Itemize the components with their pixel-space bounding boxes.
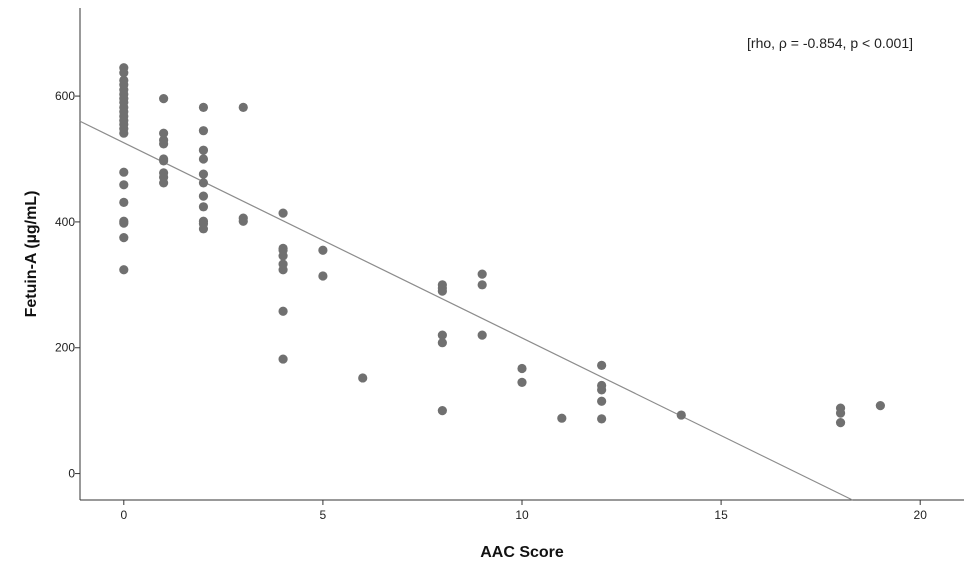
data-point — [198, 169, 209, 179]
data-point — [119, 218, 129, 228]
data-point — [318, 245, 328, 255]
data-point — [358, 373, 368, 383]
data-points — [119, 63, 885, 428]
data-point — [477, 280, 487, 290]
data-point — [159, 139, 169, 149]
data-point — [437, 406, 447, 416]
data-point — [557, 413, 567, 423]
y-tick-label: 200 — [55, 341, 75, 355]
x-tick-label: 15 — [714, 508, 728, 522]
data-point — [477, 269, 487, 279]
data-point — [278, 306, 288, 316]
data-point — [517, 363, 527, 374]
data-point — [835, 418, 846, 428]
x-axis-title: AAC Score — [480, 544, 564, 561]
correlation-annotation: [rho, ρ = -0.854, p < 0.001] — [747, 35, 913, 51]
y-tick-label: 400 — [55, 215, 75, 229]
data-point — [198, 102, 209, 113]
data-point — [198, 126, 209, 136]
data-point — [278, 354, 288, 364]
data-point — [875, 401, 885, 411]
data-point — [835, 408, 846, 418]
data-point — [159, 178, 169, 188]
data-point — [119, 167, 129, 177]
data-point — [597, 414, 607, 424]
data-point — [159, 93, 169, 104]
data-point — [198, 154, 209, 164]
data-point — [597, 385, 607, 395]
x-tick-group: 0 5 10 15 20 — [120, 500, 927, 522]
x-tick-label: 10 — [515, 508, 529, 522]
data-point — [198, 145, 209, 155]
data-point — [477, 330, 487, 340]
data-point — [676, 410, 686, 420]
data-point — [278, 208, 288, 218]
data-point — [198, 191, 209, 201]
data-point — [278, 251, 288, 261]
data-point — [119, 128, 129, 138]
x-tick-label: 0 — [120, 508, 127, 522]
y-tick-group: 0 200 400 600 — [55, 89, 80, 481]
data-point — [597, 360, 607, 370]
data-point — [119, 233, 129, 243]
regression-line — [79, 120, 853, 501]
y-axis-title: Fetuin-A (µg/mL) — [23, 191, 40, 318]
data-point — [198, 178, 209, 188]
x-tick-label: 20 — [914, 508, 928, 522]
data-point — [198, 202, 209, 212]
y-tick-label: 600 — [55, 89, 75, 103]
data-point — [437, 338, 447, 348]
data-point — [318, 271, 328, 281]
y-tick-label: 0 — [68, 467, 75, 481]
plot-area: 0 5 10 15 20 0 200 400 600 — [55, 8, 964, 522]
data-point — [159, 156, 169, 166]
data-point — [238, 216, 248, 226]
data-point — [119, 180, 129, 190]
data-point — [119, 265, 129, 275]
data-point — [517, 377, 527, 387]
data-point — [437, 286, 447, 296]
data-point — [437, 330, 447, 340]
data-point — [119, 68, 129, 78]
data-point — [238, 102, 248, 113]
data-point — [198, 224, 209, 234]
x-tick-label: 5 — [320, 508, 327, 522]
data-point — [159, 128, 169, 138]
data-point — [597, 396, 607, 406]
data-point — [119, 197, 129, 208]
data-point — [278, 265, 288, 275]
